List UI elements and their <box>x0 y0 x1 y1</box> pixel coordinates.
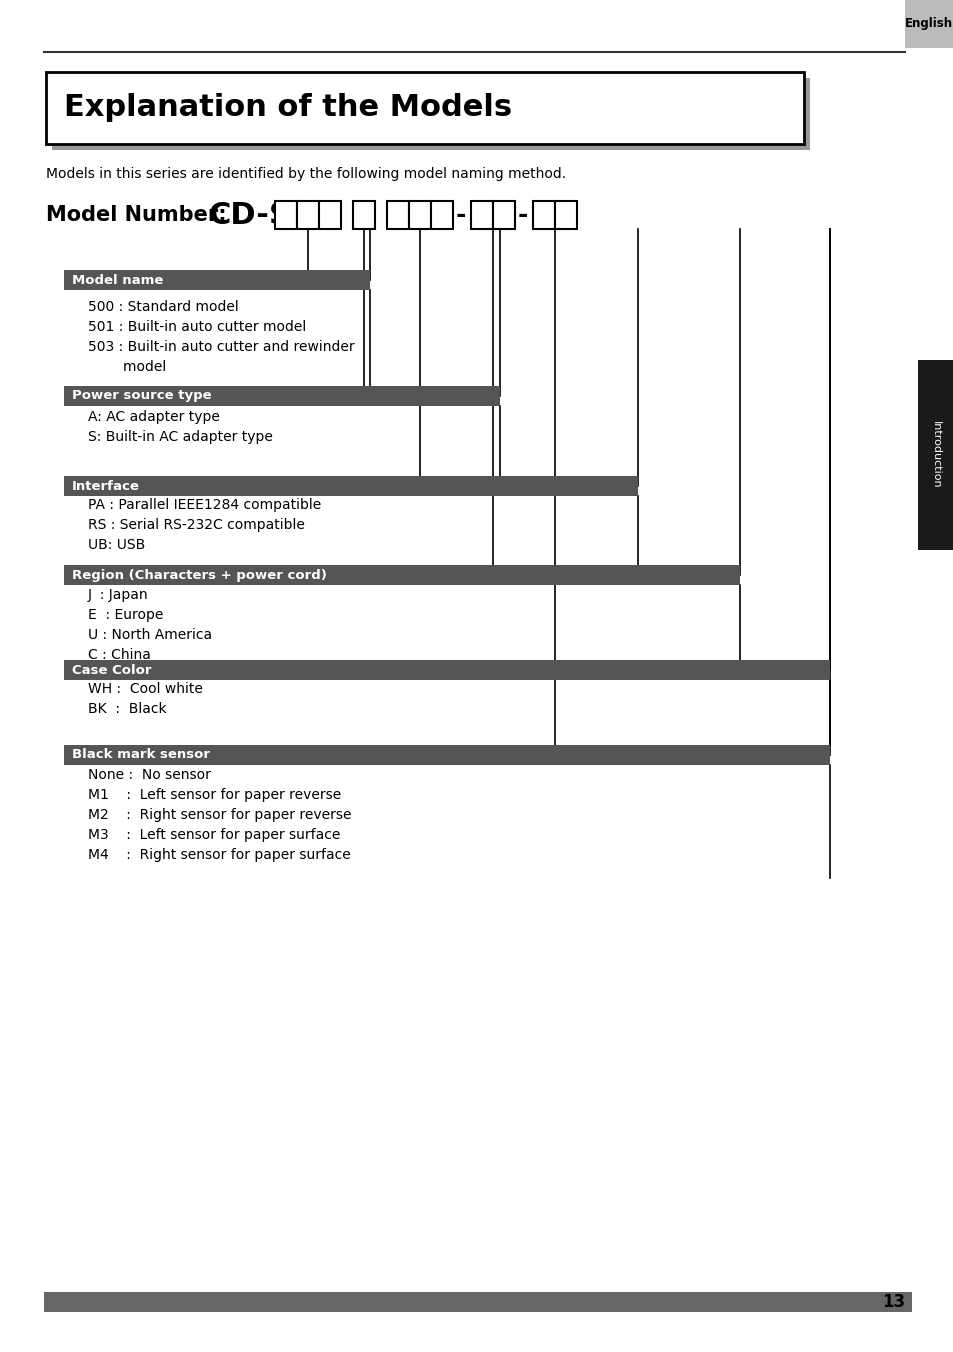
Text: -: - <box>456 203 466 227</box>
Text: U : North America: U : North America <box>88 627 212 642</box>
Bar <box>44 1293 911 1311</box>
Text: model: model <box>88 360 166 375</box>
Text: WH :  Cool white: WH : Cool white <box>88 681 203 696</box>
Text: Case Color: Case Color <box>71 664 152 676</box>
Text: M4    :  Right sensor for paper surface: M4 : Right sensor for paper surface <box>88 848 351 863</box>
Bar <box>64 270 370 289</box>
Bar <box>353 201 375 228</box>
Bar <box>555 201 577 228</box>
Text: RS : Serial RS-232C compatible: RS : Serial RS-232C compatible <box>88 518 305 531</box>
Text: Black mark sensor: Black mark sensor <box>71 749 210 761</box>
Text: -: - <box>517 203 528 227</box>
Bar <box>46 72 803 145</box>
Text: C : China: C : China <box>88 648 151 662</box>
Bar <box>64 387 499 406</box>
Bar <box>318 201 340 228</box>
Text: 13: 13 <box>881 1293 904 1311</box>
Text: S: Built-in AC adapter type: S: Built-in AC adapter type <box>88 430 273 443</box>
Text: Model Number:: Model Number: <box>46 206 233 224</box>
Text: CD-S: CD-S <box>209 200 292 230</box>
Text: 501 : Built-in auto cutter model: 501 : Built-in auto cutter model <box>88 320 306 334</box>
Bar <box>64 660 829 680</box>
Text: Interface: Interface <box>71 480 140 492</box>
Text: M3    :  Left sensor for paper surface: M3 : Left sensor for paper surface <box>88 827 340 842</box>
Text: M2    :  Right sensor for paper reverse: M2 : Right sensor for paper reverse <box>88 808 351 822</box>
Text: Explanation of the Models: Explanation of the Models <box>64 93 512 123</box>
Bar <box>904 0 953 49</box>
Text: M1    :  Left sensor for paper reverse: M1 : Left sensor for paper reverse <box>88 788 341 802</box>
Bar <box>52 78 809 150</box>
Text: BK  :  Black: BK : Black <box>88 702 167 717</box>
Bar <box>917 360 953 550</box>
Bar <box>387 201 409 228</box>
Bar <box>493 201 515 228</box>
Bar <box>64 476 638 496</box>
Bar <box>296 201 318 228</box>
Text: Introduction: Introduction <box>930 422 940 489</box>
Bar <box>409 201 431 228</box>
Bar <box>274 201 296 228</box>
Bar <box>471 201 493 228</box>
Text: 503 : Built-in auto cutter and rewinder: 503 : Built-in auto cutter and rewinder <box>88 339 355 354</box>
Text: None :  No sensor: None : No sensor <box>88 768 211 781</box>
Text: 500 : Standard model: 500 : Standard model <box>88 300 238 314</box>
Text: UB: USB: UB: USB <box>88 538 145 552</box>
Text: E  : Europe: E : Europe <box>88 608 163 622</box>
Text: PA : Parallel IEEE1284 compatible: PA : Parallel IEEE1284 compatible <box>88 498 321 512</box>
Bar <box>64 565 740 585</box>
Bar <box>64 745 829 765</box>
Text: English: English <box>904 18 952 31</box>
Bar <box>431 201 453 228</box>
Text: Models in this series are identified by the following model naming method.: Models in this series are identified by … <box>46 168 565 181</box>
Text: J  : Japan: J : Japan <box>88 588 149 602</box>
Text: Model name: Model name <box>71 273 163 287</box>
Bar <box>533 201 555 228</box>
Text: Region (Characters + power cord): Region (Characters + power cord) <box>71 568 327 581</box>
Text: Power source type: Power source type <box>71 389 212 403</box>
Text: A: AC adapter type: A: AC adapter type <box>88 410 219 425</box>
